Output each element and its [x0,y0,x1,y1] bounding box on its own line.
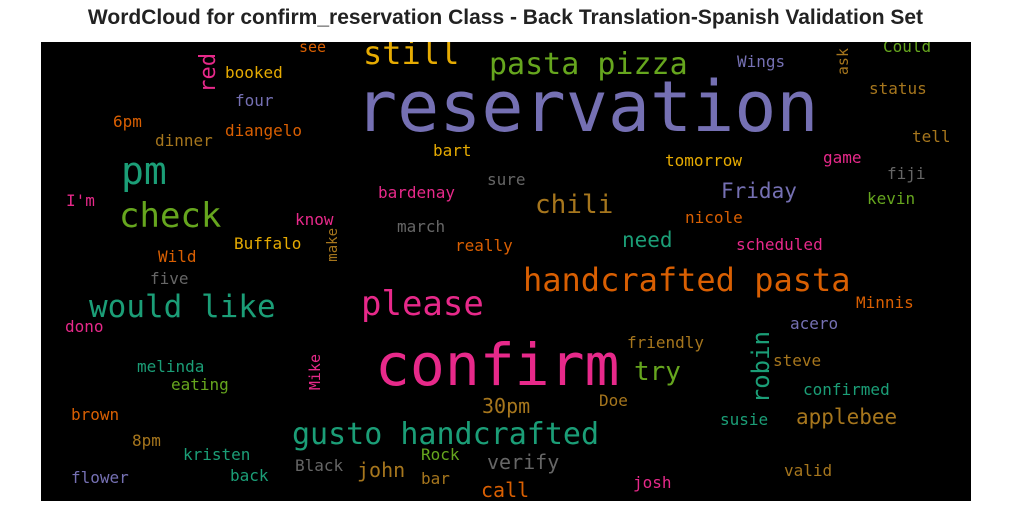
word-robin: robin [749,331,773,403]
word-need: need [622,230,673,251]
word-reservation: reservation [355,72,819,142]
word-flower: flower [71,470,129,486]
word-game: game [823,150,862,166]
word-black: Black [295,458,343,474]
word-could: Could [883,42,931,55]
word-chili: chili [535,192,613,218]
word-sure: sure [487,172,526,188]
word-friday: Friday [721,181,797,202]
word-kristen: kristen [183,447,250,463]
word-see: see [299,42,326,55]
word-tomorrow: tomorrow [665,153,742,169]
word-melinda: melinda [137,359,204,375]
word-pasta-pizza: pasta pizza [489,50,688,80]
word-8pm: 8pm [132,433,161,449]
word-acero: acero [790,316,838,332]
word-steve: steve [773,353,821,369]
word-make: make [326,228,340,262]
word-march: march [397,219,445,235]
word-30pm: 30pm [482,396,530,416]
word-bar: bar [421,471,450,487]
word-tell: tell [912,129,951,145]
word-wild: Wild [158,249,197,265]
word-verify: verify [487,452,559,472]
word-dono: dono [65,319,104,335]
word-know: know [295,212,334,228]
word-6pm: 6pm [113,114,142,130]
word-ask: ask [836,48,851,75]
wordcloud-canvas: reservation confirm pm check handcrafted pas… [41,42,971,501]
word-wings: Wings [737,54,785,70]
word-pm: pm [121,152,167,190]
word-doe: Doe [599,393,628,409]
word-brown: brown [71,407,119,423]
word-fiji: fiji [887,166,926,182]
word-confirmed: confirmed [803,382,890,398]
word-check: check [119,199,221,233]
word-really: really [455,238,513,254]
word-applebee: applebee [796,407,897,428]
word-minnis: Minnis [856,295,914,311]
word-red: red [198,53,220,93]
word-back: back [230,468,269,484]
word-diangelo: diangelo [225,123,302,139]
word-john: john [357,460,405,480]
word-bardenay: bardenay [378,185,455,201]
word-status: status [869,81,927,97]
word-handcrafted-pasta: handcrafted pasta [523,264,851,296]
word-booked: booked [225,65,283,81]
word-five: five [150,271,189,287]
word-eating: eating [171,377,229,393]
word-i-m: I'm [66,193,95,209]
word-dinner: dinner [155,133,213,149]
word-friendly: friendly [627,335,704,351]
word-rock: Rock [421,447,460,463]
word-mike: Mike [308,354,323,390]
word-buffalo: Buffalo [234,236,301,252]
word-kevin: kevin [867,191,915,207]
word-call: call [481,480,529,500]
chart-title: WordCloud for confirm_reservation Class … [0,6,1011,30]
word-still: still [363,42,459,69]
word-would-like: would like [89,292,276,323]
word-confirm: confirm [375,336,619,394]
word-susie: susie [720,412,768,428]
word-please: please [361,287,484,321]
word-scheduled: scheduled [736,237,823,253]
word-bart: bart [433,143,472,159]
word-nicole: nicole [685,210,743,226]
word-four: four [235,93,274,109]
word-josh: josh [633,475,672,491]
word-try: try [634,359,681,385]
word-valid: valid [784,463,832,479]
